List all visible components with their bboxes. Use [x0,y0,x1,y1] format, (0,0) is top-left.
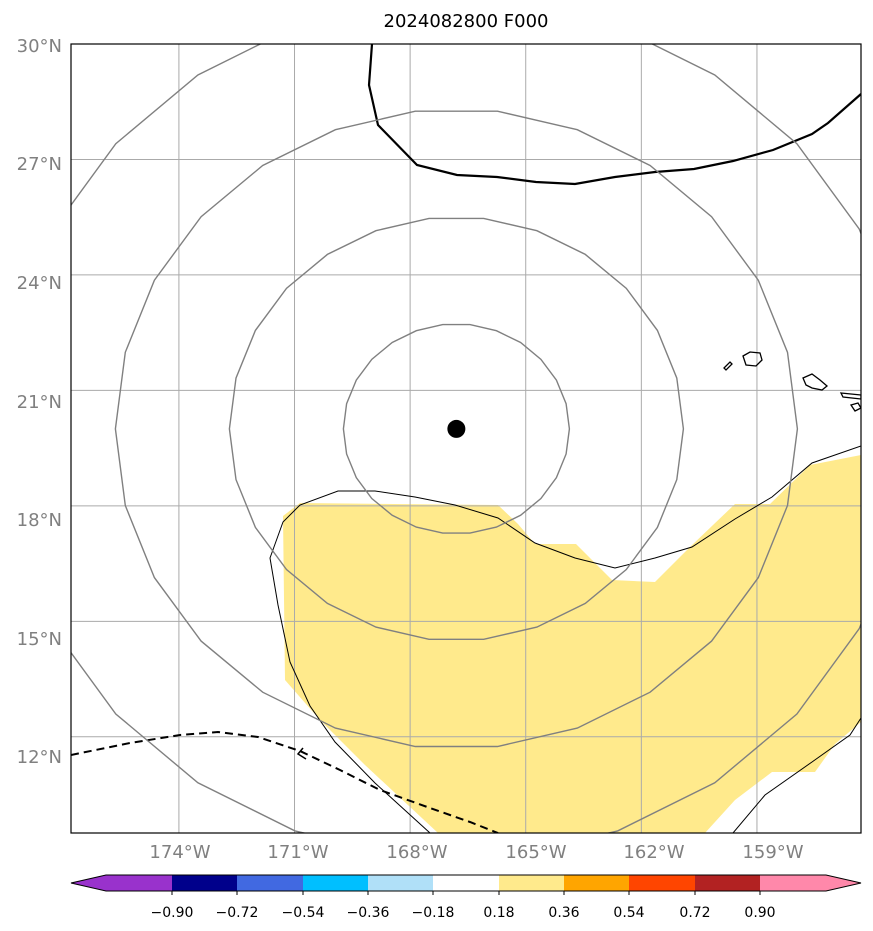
lon-label: 162°W [623,842,684,863]
lon-label: 165°W [505,842,566,863]
colorbar-segment [303,875,368,891]
lat-label: 12°N [17,747,62,768]
colorbar-segment [695,875,760,891]
lat-label: 24°N [17,273,62,294]
island-4 [839,392,861,400]
colorbar-segment [629,875,695,891]
graticule [71,44,861,833]
lon-axis-labels: 174°W 171°W 168°W 165°W 162°W 159°W [149,842,803,863]
positive-anomaly-shading [283,455,861,833]
lon-label: 171°W [267,842,328,863]
range-rings [71,44,861,833]
colorbar-segment [368,875,433,891]
map-frame [70,43,862,834]
colorbar-label: 0.90 [744,905,775,921]
thin-contour-east [732,717,861,833]
thin-contour [269,445,861,833]
colorbar-segment [499,875,564,891]
colorbar-label: 0.36 [548,905,579,921]
thick-contour [367,44,861,186]
islands [723,351,861,412]
range-ring [342,323,571,534]
colorbar-label: −0.90 [151,905,194,921]
lon-label: 174°W [149,842,210,863]
island-5 [849,402,861,412]
lat-label: 15°N [17,629,62,650]
lon-label: 168°W [386,842,447,863]
colorbar-labels: −0.90 −0.72 −0.54 −0.36 −0.18 0.18 0.36 … [151,905,776,921]
boundary-arrow [296,747,307,760]
range-ring [71,44,861,833]
island-1 [742,351,763,367]
colorbar-label: 0.72 [679,905,710,921]
colorbar-label: 0.18 [483,905,514,921]
lat-label: 21°N [17,392,62,413]
island-2 [723,361,733,371]
colorbar-label: −0.72 [216,905,259,921]
map-title: 2024082800 F000 [384,11,549,32]
colorbar-label: −0.54 [282,905,325,921]
colorbar-label: 0.54 [613,905,644,921]
colorbar-segment [71,875,172,891]
colorbar-segment [433,875,499,891]
colorbar-outline [70,874,862,892]
storm-center-marker [447,419,466,438]
lat-label: 30°N [17,36,62,57]
lat-axis-labels: 30°N 27°N 24°N 21°N 18°N 15°N 12°N [17,36,62,768]
colorbar-segment [760,875,861,891]
lat-label: 27°N [17,154,62,175]
colorbar-label: −0.18 [412,905,455,921]
island-3 [802,373,829,391]
range-ring [114,110,799,748]
lat-label: 18°N [17,510,62,531]
colorbar-segment [237,875,303,891]
colorbar-segment [172,875,237,891]
colorbar [70,874,862,895]
range-ring [228,217,685,640]
colorbar-segment [564,875,629,891]
colorbar-label: −0.36 [347,905,390,921]
map-area [71,44,861,833]
lon-label: 159°W [742,842,803,863]
dashed-boundary-line [71,730,499,833]
